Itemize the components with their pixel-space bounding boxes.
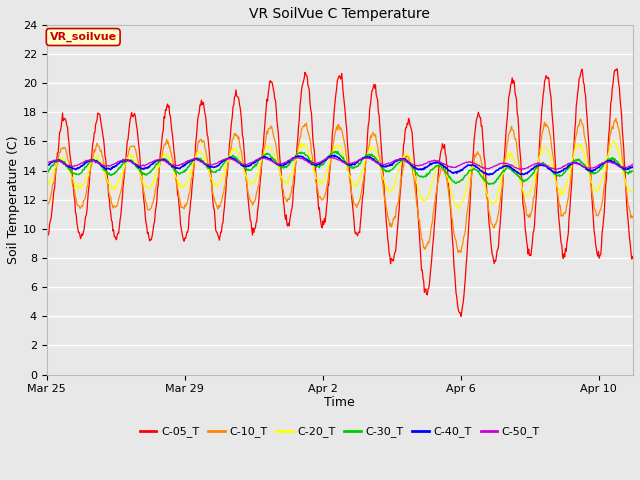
Line: C-10_T: C-10_T bbox=[47, 119, 633, 252]
C-30_T bbox=[397, 157, 404, 163]
Line: C-20_T: C-20_T bbox=[47, 141, 633, 209]
Line: C-30_T: C-30_T bbox=[47, 152, 633, 184]
C-05_T bbox=[613, 66, 621, 72]
C-10_T bbox=[122, 160, 130, 166]
C-05_T bbox=[396, 192, 404, 198]
C-30_T bbox=[484, 181, 492, 187]
C-40_T bbox=[629, 164, 637, 169]
C-05_T bbox=[457, 313, 465, 319]
C-10_T bbox=[110, 204, 118, 210]
C-30_T bbox=[161, 156, 169, 162]
C-05_T bbox=[122, 156, 130, 162]
C-40_T bbox=[161, 157, 169, 163]
C-40_T bbox=[43, 164, 51, 169]
C-10_T bbox=[346, 182, 354, 188]
C-20_T bbox=[396, 163, 404, 168]
C-30_T bbox=[629, 168, 637, 174]
Legend: C-05_T, C-10_T, C-20_T, C-30_T, C-40_T, C-50_T: C-05_T, C-10_T, C-20_T, C-30_T, C-40_T, … bbox=[136, 422, 545, 442]
Line: C-05_T: C-05_T bbox=[47, 69, 633, 316]
C-05_T bbox=[346, 178, 354, 183]
C-30_T bbox=[493, 178, 500, 183]
C-40_T bbox=[493, 168, 500, 173]
C-05_T bbox=[43, 234, 51, 240]
C-30_T bbox=[110, 171, 118, 177]
C-50_T bbox=[347, 160, 355, 166]
C-50_T bbox=[518, 167, 525, 172]
C-50_T bbox=[492, 163, 499, 169]
C-10_T bbox=[43, 203, 51, 209]
C-40_T bbox=[122, 157, 130, 163]
C-05_T bbox=[492, 258, 499, 264]
X-axis label: Time: Time bbox=[324, 396, 355, 408]
C-20_T bbox=[610, 138, 618, 144]
C-20_T bbox=[629, 187, 637, 192]
Title: VR SoilVue C Temperature: VR SoilVue C Temperature bbox=[250, 7, 430, 21]
C-20_T bbox=[346, 174, 354, 180]
C-50_T bbox=[122, 157, 130, 163]
Line: C-50_T: C-50_T bbox=[47, 157, 633, 169]
C-05_T bbox=[110, 227, 118, 233]
C-10_T bbox=[492, 222, 499, 228]
C-10_T bbox=[161, 142, 169, 148]
C-20_T bbox=[161, 152, 169, 158]
C-20_T bbox=[492, 198, 499, 204]
C-50_T bbox=[43, 160, 51, 166]
C-40_T bbox=[485, 172, 493, 178]
C-30_T bbox=[43, 170, 51, 176]
C-40_T bbox=[397, 157, 404, 163]
C-50_T bbox=[331, 155, 339, 160]
C-50_T bbox=[629, 162, 637, 168]
C-10_T bbox=[454, 250, 462, 255]
C-30_T bbox=[332, 149, 339, 155]
C-10_T bbox=[629, 214, 637, 219]
Line: C-40_T: C-40_T bbox=[47, 156, 633, 175]
C-50_T bbox=[110, 162, 118, 168]
C-05_T bbox=[629, 255, 637, 261]
C-10_T bbox=[612, 116, 620, 121]
C-10_T bbox=[396, 187, 404, 193]
C-50_T bbox=[161, 158, 169, 164]
C-30_T bbox=[122, 159, 130, 165]
C-30_T bbox=[347, 164, 355, 170]
Text: VR_soilvue: VR_soilvue bbox=[50, 32, 116, 42]
C-40_T bbox=[110, 164, 118, 169]
C-40_T bbox=[331, 153, 339, 158]
Y-axis label: Soil Temperature (C): Soil Temperature (C) bbox=[7, 135, 20, 264]
C-20_T bbox=[455, 206, 463, 212]
C-50_T bbox=[397, 156, 404, 162]
C-05_T bbox=[161, 107, 169, 113]
C-40_T bbox=[347, 162, 355, 168]
C-20_T bbox=[110, 186, 118, 192]
C-20_T bbox=[43, 183, 51, 189]
C-20_T bbox=[122, 161, 130, 167]
